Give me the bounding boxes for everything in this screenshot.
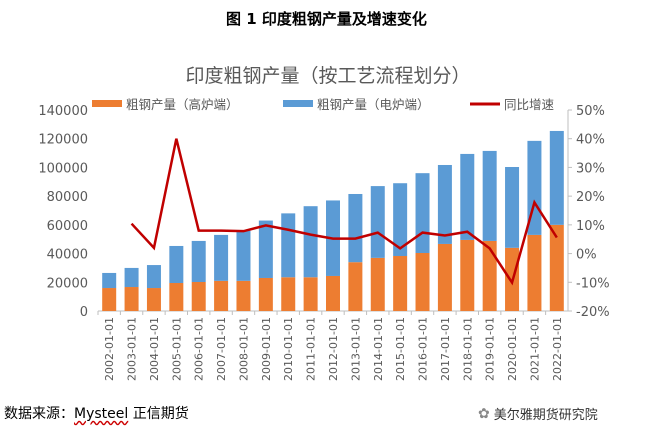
bar-blast-furnace bbox=[460, 239, 475, 311]
x-tick-label: 2005-01-01 bbox=[170, 317, 183, 381]
legend: 粗钢产量（高炉端） 粗钢产量（电炉端） 同比增速 bbox=[92, 97, 555, 112]
source-note: 数据来源：Mysteel 正信期货 bbox=[4, 403, 189, 423]
chart: 印度粗钢产量（按工艺流程划分） 粗钢产量（高炉端） 粗钢产量（电炉端） 同比增速 0… bbox=[38, 65, 609, 381]
y-left-tick-label: 20000 bbox=[47, 276, 88, 291]
bar-blast-furnace bbox=[146, 288, 161, 311]
chart-title: 印度粗钢产量（按工艺流程划分） bbox=[185, 65, 470, 87]
legend-swatch bbox=[92, 100, 122, 107]
bar-blast-furnace bbox=[348, 262, 363, 311]
x-tick-label: 2013-01-01 bbox=[349, 317, 362, 381]
bar-blast-furnace bbox=[482, 240, 497, 311]
axes: 0 20000 40000 60000 80000 100000 120000 140000 -… bbox=[38, 104, 609, 381]
watermark-text: 美尔雅期货研究院 bbox=[493, 408, 598, 423]
legend-label: 同比增速 bbox=[504, 97, 555, 112]
bar-blast-furnace bbox=[281, 277, 296, 311]
bar-electric-furnace bbox=[505, 166, 520, 248]
x-tick-label: 2002-01-01 bbox=[103, 317, 116, 381]
x-tick-label: 2019-01-01 bbox=[484, 317, 497, 381]
bar-electric-furnace bbox=[549, 130, 564, 225]
bar-blast-furnace bbox=[370, 257, 385, 311]
y-left-tick-label: 140000 bbox=[38, 104, 88, 119]
y-left-tick-label: 100000 bbox=[38, 161, 88, 176]
bar-blast-furnace bbox=[393, 256, 408, 311]
x-tick-label: 2015-01-01 bbox=[394, 317, 407, 381]
bar-electric-furnace bbox=[482, 150, 497, 241]
bar-electric-furnace bbox=[348, 193, 363, 263]
x-tick-label: 2007-01-01 bbox=[215, 317, 228, 381]
bar-electric-furnace bbox=[281, 213, 296, 278]
x-tick-label: 2008-01-01 bbox=[237, 317, 250, 381]
bar-blast-furnace bbox=[326, 275, 340, 311]
bar-blast-furnace bbox=[236, 280, 251, 311]
x-tick-label: 2010-01-01 bbox=[282, 317, 295, 381]
x-tick-label: 2009-01-01 bbox=[260, 317, 273, 381]
bar-blast-furnace bbox=[102, 288, 117, 311]
x-tick-label: 2012-01-01 bbox=[327, 317, 340, 381]
y-right-tick-label: -20% bbox=[576, 305, 610, 320]
wechat-icon: ✿ bbox=[478, 405, 490, 422]
x-tick-label: 2006-01-01 bbox=[193, 317, 206, 381]
bar-blast-furnace bbox=[124, 287, 139, 311]
y-left-tick-label: 40000 bbox=[47, 248, 88, 263]
x-tick-label: 2014-01-01 bbox=[372, 317, 385, 381]
bar-electric-furnace bbox=[393, 183, 408, 257]
y-left-tick-label: 120000 bbox=[38, 133, 88, 148]
x-tick-label: 2022-01-01 bbox=[551, 317, 564, 381]
y-right-tick-label: 50% bbox=[576, 104, 605, 119]
watermark: ✿ 美尔雅期货研究院 bbox=[478, 404, 598, 424]
bar-electric-furnace bbox=[146, 265, 161, 289]
y-right-tick-label: 20% bbox=[576, 190, 605, 205]
x-tick-label: 2018-01-01 bbox=[461, 317, 474, 381]
x-tick-label: 2020-01-01 bbox=[506, 317, 519, 381]
source-label: 数据来源： bbox=[4, 406, 74, 422]
legend-label: 粗钢产量（高炉端） bbox=[126, 97, 239, 112]
growth-line bbox=[130, 138, 558, 286]
bar-blast-furnace bbox=[169, 283, 184, 311]
y-left-tick-label: 80000 bbox=[47, 190, 88, 205]
bar-blast-furnace bbox=[549, 224, 564, 311]
source-rest: 正信期货 bbox=[128, 406, 189, 422]
x-tick-label: 2003-01-01 bbox=[126, 317, 139, 381]
bar-electric-furnace bbox=[303, 206, 318, 278]
bar-electric-furnace bbox=[191, 240, 206, 282]
x-tick-label: 2021-01-01 bbox=[528, 317, 541, 381]
bar-electric-furnace bbox=[460, 153, 475, 240]
bar-electric-furnace bbox=[124, 267, 139, 288]
bar-electric-furnace bbox=[214, 234, 229, 281]
y-left-tick-label: 0 bbox=[80, 305, 88, 320]
y-right-tick-label: 30% bbox=[576, 161, 605, 176]
bar-blast-furnace bbox=[191, 281, 206, 311]
y-left-tick-label: 60000 bbox=[47, 219, 88, 234]
x-tick-label: 2017-01-01 bbox=[439, 317, 452, 381]
bar-blast-furnace bbox=[437, 243, 452, 311]
x-tick-label: 2016-01-01 bbox=[417, 317, 430, 381]
bar-electric-furnace bbox=[169, 245, 184, 284]
figure-title: 图 1 印度粗钢产量及增速变化 bbox=[226, 10, 427, 28]
bar-blast-furnace bbox=[258, 277, 273, 311]
bar-electric-furnace bbox=[437, 164, 452, 244]
y-right-tick-label: 40% bbox=[576, 133, 605, 148]
legend-swatch bbox=[283, 100, 313, 107]
bar-blast-furnace bbox=[415, 252, 430, 311]
bar-electric-furnace bbox=[102, 272, 117, 289]
x-tick-label: 2004-01-01 bbox=[148, 317, 161, 381]
y-right-tick-label: 0% bbox=[576, 248, 597, 263]
y-right-tick-label: 10% bbox=[576, 219, 605, 234]
x-tick-label: 2011-01-01 bbox=[305, 317, 318, 381]
y-right-tick-label: -10% bbox=[576, 276, 610, 291]
growth-line-path bbox=[130, 138, 558, 286]
bar-electric-furnace bbox=[415, 173, 430, 253]
bar-blast-furnace bbox=[303, 277, 318, 311]
bar-electric-furnace bbox=[258, 220, 273, 278]
legend-label: 粗钢产量（电炉端） bbox=[317, 97, 430, 112]
source-brand: Mysteel bbox=[74, 406, 129, 422]
bar-electric-furnace bbox=[370, 186, 385, 258]
bar-blast-furnace bbox=[527, 234, 542, 311]
bar-electric-furnace bbox=[236, 230, 251, 281]
bar-blast-furnace bbox=[214, 280, 229, 311]
